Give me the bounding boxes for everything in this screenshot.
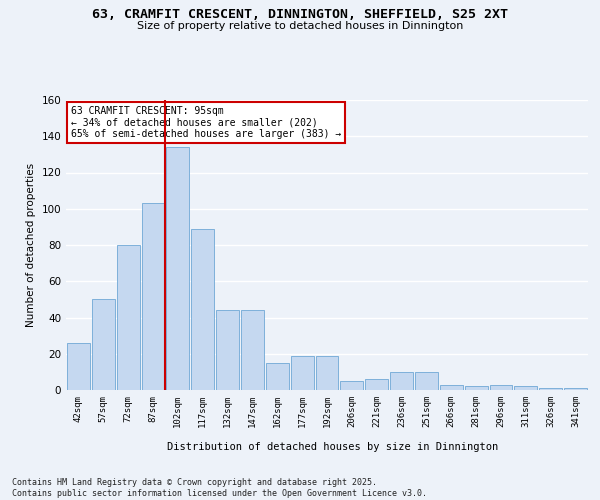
Bar <box>564 388 587 390</box>
Bar <box>340 381 363 390</box>
Text: Distribution of detached houses by size in Dinnington: Distribution of detached houses by size … <box>167 442 499 452</box>
Text: Size of property relative to detached houses in Dinnington: Size of property relative to detached ho… <box>137 21 463 31</box>
Text: 63 CRAMFIT CRESCENT: 95sqm
← 34% of detached houses are smaller (202)
65% of sem: 63 CRAMFIT CRESCENT: 95sqm ← 34% of deta… <box>71 106 341 139</box>
Bar <box>440 384 463 390</box>
Bar <box>191 228 214 390</box>
Bar <box>365 379 388 390</box>
Bar <box>241 310 264 390</box>
Bar <box>415 372 438 390</box>
Bar <box>514 386 537 390</box>
Bar <box>390 372 413 390</box>
Bar <box>539 388 562 390</box>
Bar <box>92 300 115 390</box>
Bar <box>117 245 140 390</box>
Bar <box>316 356 338 390</box>
Bar <box>67 343 90 390</box>
Bar <box>266 363 289 390</box>
Bar <box>490 384 512 390</box>
Y-axis label: Number of detached properties: Number of detached properties <box>26 163 36 327</box>
Text: Contains HM Land Registry data © Crown copyright and database right 2025.
Contai: Contains HM Land Registry data © Crown c… <box>12 478 427 498</box>
Bar <box>216 310 239 390</box>
Bar <box>166 147 189 390</box>
Bar <box>291 356 314 390</box>
Bar <box>465 386 488 390</box>
Bar <box>142 204 164 390</box>
Text: 63, CRAMFIT CRESCENT, DINNINGTON, SHEFFIELD, S25 2XT: 63, CRAMFIT CRESCENT, DINNINGTON, SHEFFI… <box>92 8 508 20</box>
